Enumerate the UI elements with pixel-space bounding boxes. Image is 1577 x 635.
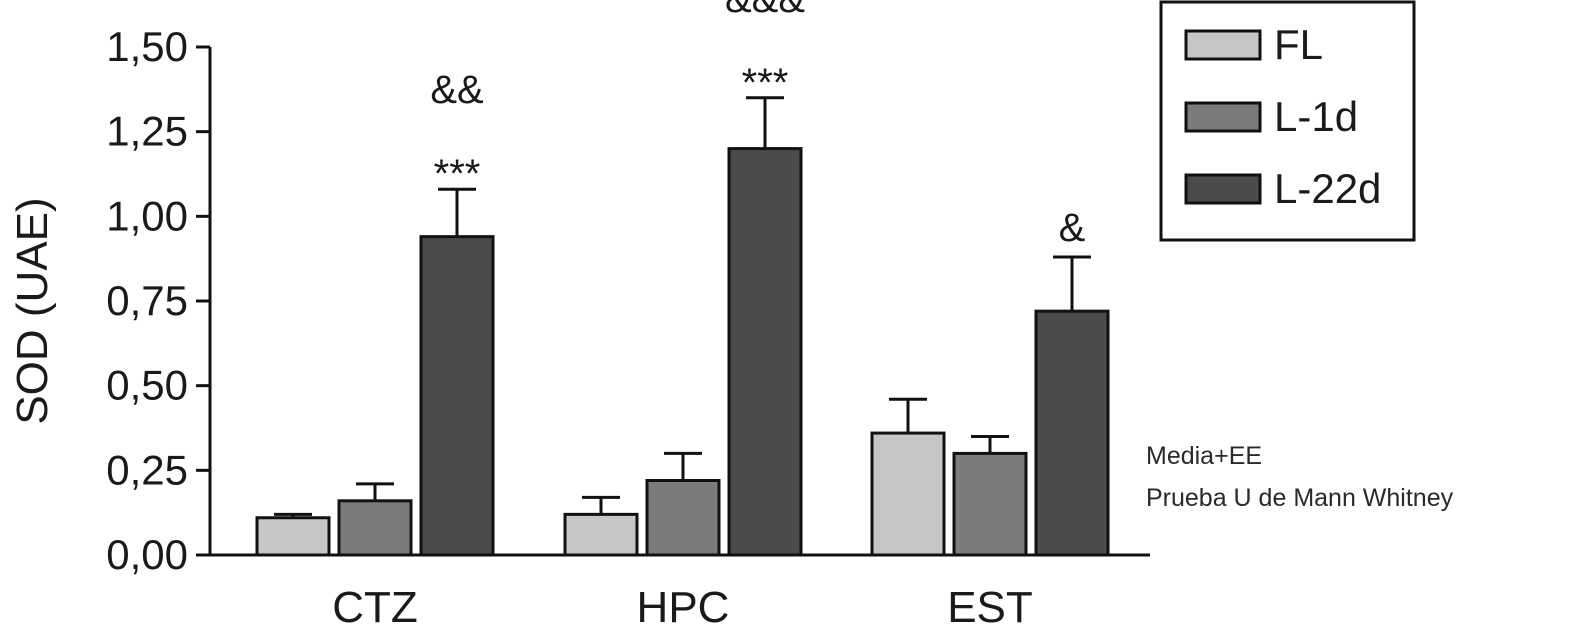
y-tick-label: 1,25 xyxy=(106,108,188,155)
note-1: Media+EE xyxy=(1146,442,1262,470)
legend-label-l-1d: L-1d xyxy=(1274,93,1358,140)
legend-swatch-fl xyxy=(1184,29,1262,61)
legend: FL L-1d L-22d xyxy=(1159,0,1416,242)
y-tick-label: 1,00 xyxy=(106,192,188,239)
bar-ctz-l-1d xyxy=(337,499,413,557)
bar-est-fl xyxy=(870,431,946,557)
bar-ctz-fl xyxy=(255,516,331,557)
y-tick-label: 0,00 xyxy=(106,531,188,578)
legend-label-fl: FL xyxy=(1274,21,1323,68)
x-tick-label: CTZ xyxy=(332,583,418,632)
bar-est-l-22d xyxy=(1034,309,1110,557)
bars-group xyxy=(255,96,1110,557)
legend-swatch-l-1d xyxy=(1184,101,1262,133)
significance-label: && xyxy=(430,68,484,112)
y-tick-label: 0,25 xyxy=(106,446,188,493)
notes: Media+EE Prueba U de Mann Whitney xyxy=(1146,442,1454,512)
legend-swatch-l-22d xyxy=(1184,173,1262,205)
x-tick-label: HPC xyxy=(637,583,730,632)
legend-label-l-22d: L-22d xyxy=(1274,165,1381,212)
y-tick-label: 0,50 xyxy=(106,362,188,409)
significance-label: *** xyxy=(434,152,481,196)
significance-label: *** xyxy=(742,61,789,105)
significance-label: & xyxy=(1059,206,1086,250)
y-tick-label: 0,75 xyxy=(106,277,188,324)
significance-annotations: && *** &&& *** & xyxy=(430,0,1085,250)
bar-hpc-l-1d xyxy=(645,478,721,557)
y-axis-label: SOD (UAE) xyxy=(8,197,57,424)
note-2: Prueba U de Mann Whitney xyxy=(1146,484,1454,512)
bar-ctz-l-22d xyxy=(419,235,495,557)
bar-hpc-fl xyxy=(563,512,639,557)
x-tick-label: EST xyxy=(947,583,1033,632)
y-tick-label: 1,50 xyxy=(106,23,188,70)
bar-hpc-l-22d xyxy=(727,147,803,557)
y-axis: 0,00 0,25 0,50 0,75 1,00 1,25 1,50 SOD (UAE) xyxy=(8,23,212,578)
bar-est-l-1d xyxy=(952,451,1028,557)
x-axis: CTZ HPC EST xyxy=(210,553,1150,632)
significance-label: &&& xyxy=(725,0,805,21)
